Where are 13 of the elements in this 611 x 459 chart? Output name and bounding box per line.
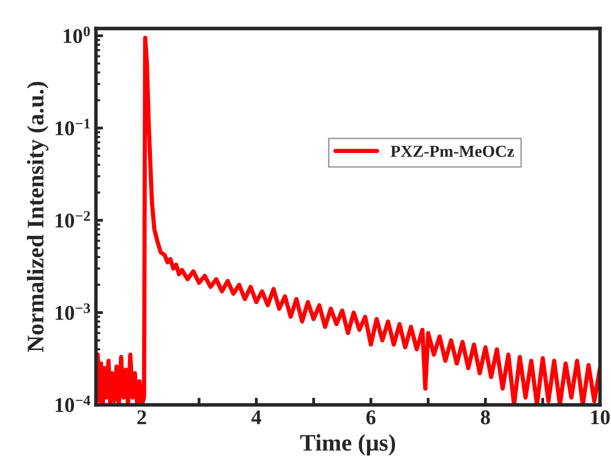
y-tick-label: 10$^{0}$ [64, 26, 90, 44]
legend-label: PXZ-Pm-MeOCz [390, 146, 514, 157]
x-tick-label: 6 [366, 410, 376, 424]
x-tick-label: 4 [251, 410, 262, 424]
y-tick-label: 10$^{−3}$ [56, 303, 90, 320]
x-tick-label: 2 [137, 410, 146, 424]
y-tick-label: 10$^{−2}$ [56, 211, 90, 228]
x-axis-title: Time (μs) [300, 434, 396, 456]
x-tick-label: 10 [591, 410, 610, 424]
y-axis-title: Normalized Intensity (a.u.) [26, 82, 48, 352]
y-tick-label: 10$^{−4}$ [56, 396, 90, 412]
x-tick-label: 8 [480, 410, 490, 424]
y-tick-label: 10$^{−1}$ [56, 118, 90, 136]
